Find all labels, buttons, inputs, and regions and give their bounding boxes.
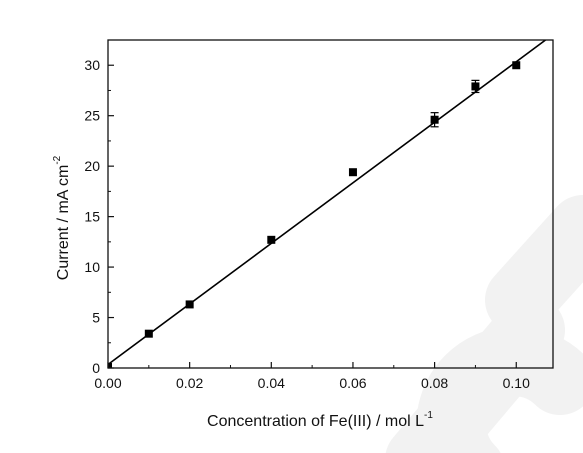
y-tick-label: 10 — [84, 259, 100, 275]
y-tick-label: 0 — [92, 360, 100, 376]
x-tick-label: 0.06 — [339, 375, 366, 391]
x-axis-label-superscript: -1 — [424, 410, 433, 421]
x-axis-ticks: 0.00 0.02 0.04 0.06 0.08 0.10 — [94, 362, 530, 391]
x-axis-label: Concentration of Fe(III) / mol L-1 — [207, 410, 433, 430]
y-tick-label: 5 — [92, 310, 100, 326]
linear-fit-line — [108, 40, 547, 366]
data-point — [348, 168, 357, 177]
x-tick-label: 0.00 — [94, 375, 121, 391]
y-tick-label: 25 — [84, 108, 100, 124]
watermark — [385, 195, 583, 453]
data-point — [471, 82, 480, 91]
plot-frame — [107, 39, 554, 369]
y-axis-label-text: Current / mA cm — [55, 165, 72, 281]
y-axis-ticks: 0 5 10 15 20 25 30 — [84, 39, 114, 376]
data-point — [108, 362, 112, 368]
watermark-stroke — [385, 195, 583, 453]
x-tick-label: 0.02 — [176, 375, 203, 391]
x-axis-label-text: Concentration of Fe(III) / mol L — [207, 413, 424, 430]
data-point — [185, 300, 194, 309]
y-axis-label: Current / mA cm-2 — [52, 155, 72, 280]
y-tick-label: 15 — [84, 209, 100, 225]
x-tick-label: 0.04 — [258, 375, 285, 391]
data-point — [512, 61, 521, 70]
data-point — [267, 235, 276, 244]
data-point — [144, 329, 153, 338]
y-tick-label: 20 — [84, 158, 100, 174]
plot-area — [108, 40, 547, 368]
y-tick-label: 30 — [84, 57, 100, 73]
x-tick-label: 0.10 — [503, 375, 530, 391]
y-axis-label-superscript: -2 — [52, 155, 63, 164]
x-tick-label: 0.08 — [421, 375, 448, 391]
data-point — [430, 115, 439, 124]
